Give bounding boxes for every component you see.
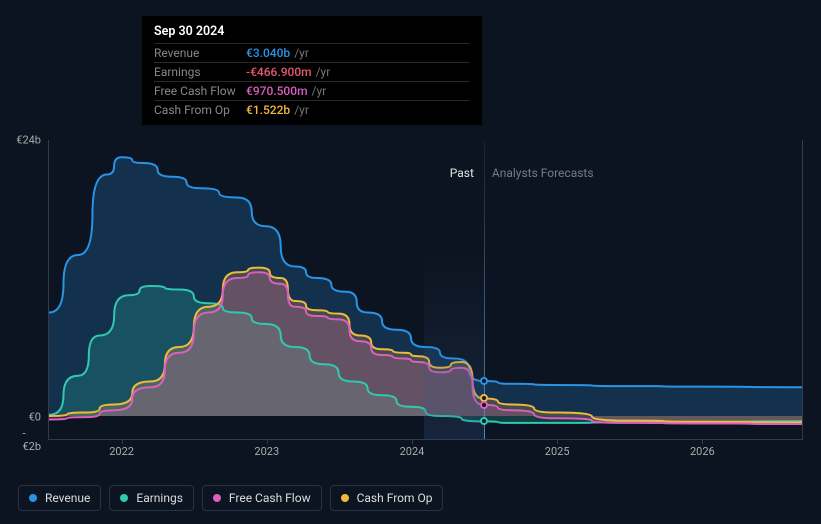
tooltip-label: Earnings: [154, 65, 246, 79]
x-axis-label: 2025: [545, 445, 570, 458]
legend-swatch: [120, 494, 128, 502]
tooltip-value: -€466.900m: [246, 65, 312, 79]
chart-series-svg: [49, 140, 802, 439]
legend-swatch: [213, 494, 221, 502]
tooltip-row-earnings: Earnings -€466.900m /yr: [154, 62, 470, 81]
x-axis-tick: [267, 439, 268, 444]
legend-label: Free Cash Flow: [229, 491, 311, 505]
y-axis-label: €24b: [16, 134, 41, 147]
tooltip-label: Free Cash Flow: [154, 84, 246, 98]
legend-swatch: [29, 494, 37, 502]
x-axis-label: 2026: [690, 445, 715, 458]
y-axis-label: €0: [29, 410, 41, 423]
section-label-forecast: Analysts Forecasts: [492, 166, 594, 180]
chart-marker-free_cash_flow: [480, 401, 488, 409]
legend-item-revenue[interactable]: Revenue: [18, 485, 101, 511]
chart-legend: Revenue Earnings Free Cash Flow Cash Fro…: [18, 485, 443, 511]
tooltip-date: Sep 30 2024: [154, 24, 470, 39]
x-axis-tick: [412, 439, 413, 444]
tooltip-unit: /yr: [312, 84, 327, 98]
tooltip-row-revenue: Revenue €3.040b /yr: [154, 43, 470, 62]
tooltip-value: €1.522b: [246, 103, 290, 117]
x-axis-label: 2024: [400, 445, 425, 458]
tooltip-value: €970.500m: [246, 84, 308, 98]
x-axis-tick: [702, 439, 703, 444]
x-axis-tick: [557, 439, 558, 444]
y-axis-label: -€2b: [22, 427, 41, 453]
x-axis-label: 2022: [109, 445, 134, 458]
legend-swatch: [341, 494, 349, 502]
legend-item-fcf[interactable]: Free Cash Flow: [202, 485, 322, 511]
tooltip-unit: /yr: [294, 46, 309, 60]
tooltip-value: €3.040b: [246, 46, 290, 60]
financial-chart[interactable]: Past Analysts Forecasts €24b€0-€2b202220…: [18, 120, 803, 445]
tooltip-unit: /yr: [316, 65, 331, 79]
legend-item-cfo[interactable]: Cash From Op: [330, 485, 444, 511]
tooltip-unit: /yr: [294, 103, 309, 117]
legend-item-earnings[interactable]: Earnings: [109, 485, 194, 511]
x-axis-label: 2023: [254, 445, 279, 458]
legend-label: Cash From Op: [357, 491, 433, 505]
tooltip-row-cfo: Cash From Op €1.522b /yr: [154, 100, 470, 119]
chart-marker-revenue: [480, 377, 488, 385]
section-label-past: Past: [450, 166, 474, 180]
x-axis-tick: [122, 439, 123, 444]
legend-label: Revenue: [45, 491, 90, 505]
chart-plot-area[interactable]: Past Analysts Forecasts €24b€0-€2b202220…: [48, 140, 803, 440]
tooltip-label: Revenue: [154, 46, 246, 60]
legend-label: Earnings: [136, 491, 183, 505]
tooltip-row-fcf: Free Cash Flow €970.500m /yr: [154, 81, 470, 100]
tooltip-label: Cash From Op: [154, 103, 246, 117]
chart-tooltip: Sep 30 2024 Revenue €3.040b /yr Earnings…: [142, 16, 482, 125]
chart-marker-earnings: [480, 417, 488, 425]
